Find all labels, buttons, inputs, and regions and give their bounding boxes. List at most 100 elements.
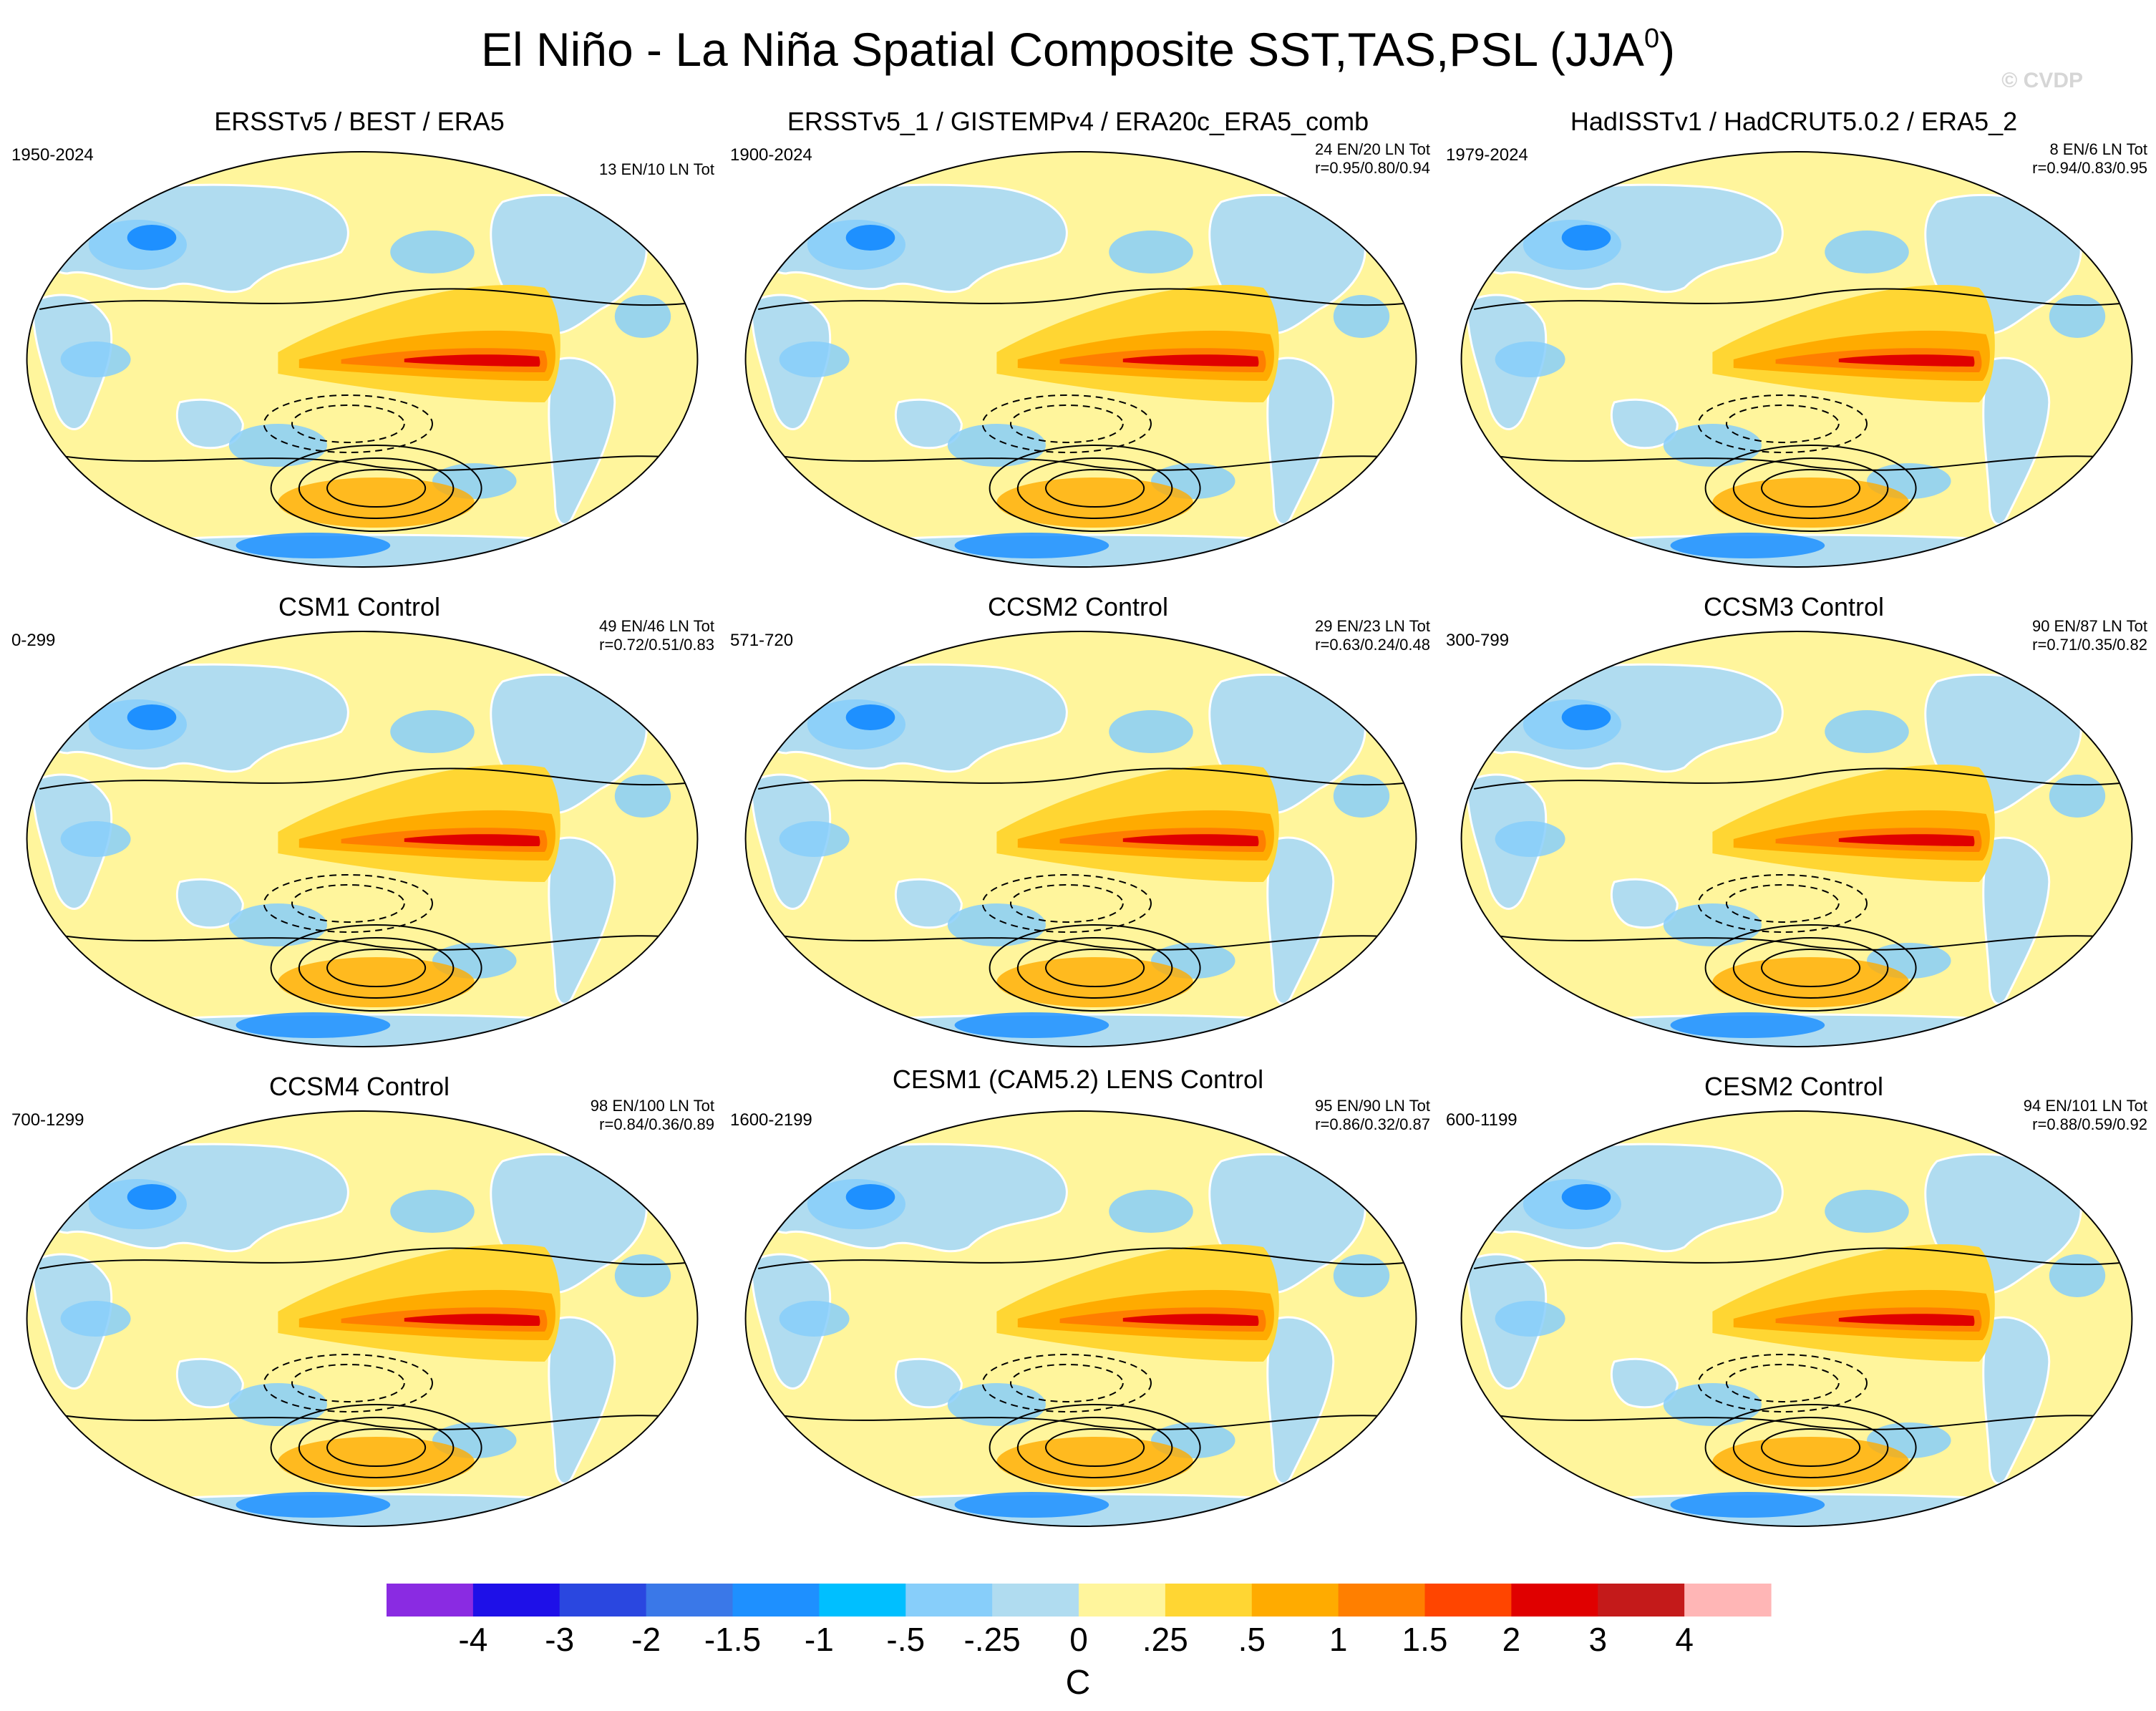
panel-events: 98 EN/100 LN Tot — [591, 1097, 714, 1115]
panel-events: 8 EN/6 LN Tot — [2049, 140, 2147, 158]
colorbar-swatch — [1598, 1584, 1685, 1617]
map-globe — [26, 1110, 699, 1527]
cool-anomaly-patch — [1333, 295, 1390, 338]
colorbar-swatch — [905, 1584, 993, 1617]
warm-anomaly-core — [1122, 834, 1259, 846]
cool-anomaly-patch — [954, 533, 1109, 558]
map-globe — [1460, 151, 2133, 568]
south-america-landmass — [1266, 836, 1335, 1005]
colorbar-swatch — [819, 1584, 906, 1617]
cool-anomaly-patch — [1495, 821, 1565, 857]
colorbar-tick-label: -.25 — [963, 1621, 1020, 1658]
psl-contour-negative — [1697, 1354, 1868, 1412]
cool-anomaly-patch — [1109, 1190, 1193, 1233]
panel-title: CSM1 Control — [278, 592, 440, 621]
warm-anomaly-core — [404, 834, 540, 846]
panel-title: CESM1 (CAM5.2) LENS Control — [893, 1065, 1263, 1094]
colorbar-tick-label: 3 — [1588, 1621, 1607, 1658]
psl-contour-positive — [1732, 937, 1889, 999]
panel-events: 94 EN/101 LN Tot — [2024, 1097, 2147, 1115]
cool-anomaly-patch — [2049, 295, 2106, 338]
cool-anomaly-patch — [60, 1301, 131, 1337]
map-panel: CCSM3 Control 300-799 90 EN/87 LN Tot r=… — [1446, 592, 2147, 1047]
cool-anomaly-patch — [954, 1012, 1109, 1038]
psl-contour-positive — [298, 457, 455, 519]
map-globe — [744, 1110, 1417, 1527]
cool-anomaly-patch — [614, 295, 671, 338]
psl-contour-positive — [1732, 1417, 1889, 1478]
colorbar-tick-label: 0 — [1069, 1621, 1088, 1658]
panel-years: 600-1199 — [1446, 1110, 1518, 1130]
panel-title: ERSSTv5_1 / GISTEMPv4 / ERA20c_ERA5_comb — [787, 107, 1369, 136]
panel-events: 90 EN/87 LN Tot — [2032, 617, 2147, 635]
warm-anomaly-core — [1122, 1314, 1259, 1326]
map-panel: CCSM4 Control 700-1299 98 EN/100 LN Tot … — [11, 1072, 714, 1527]
map-globe — [744, 151, 1417, 568]
psl-contour-positive — [1704, 1404, 1917, 1491]
cool-anomaly-patch — [127, 225, 177, 251]
psl-contour-zero — [1474, 452, 2132, 471]
cool-anomaly-patch — [1561, 704, 1611, 730]
south-america-landmass — [1982, 836, 2051, 1005]
psl-contour-positive — [989, 1404, 1201, 1491]
psl-contour-positive — [326, 1428, 427, 1467]
cool-anomaly-patch — [779, 341, 850, 377]
map-panel: CESM2 Control 600-1199 94 EN/101 LN Tot … — [1446, 1072, 2147, 1527]
psl-contour-negative — [1726, 884, 1840, 923]
map-panel: ERSSTv5_1 / GISTEMPv4 / ERA20c_ERA5_comb… — [730, 107, 1430, 568]
colorbar-swatch — [1338, 1584, 1426, 1617]
psl-contour-zero — [1474, 1247, 2132, 1269]
psl-contour-negative — [1010, 404, 1124, 443]
panel-title: CCSM3 Control — [1704, 592, 1884, 621]
psl-contour-positive — [298, 937, 455, 999]
cool-anomaly-patch — [127, 704, 177, 730]
panel-title: ERSSTv5 / BEST / ERA5 — [214, 107, 504, 136]
colorbar-tick-label: -3 — [545, 1621, 574, 1658]
cool-anomaly-patch — [1495, 341, 1565, 377]
psl-contour-zero — [758, 767, 1417, 790]
map-globe — [744, 631, 1417, 1047]
cool-anomaly-patch — [1663, 424, 1762, 467]
cool-anomaly-patch — [228, 424, 327, 467]
panel-years: 1900-2024 — [730, 145, 812, 165]
psl-contour-negative — [981, 1354, 1152, 1412]
panel-title: HadISSTv1 / HadCRUT5.0.2 / ERA5_2 — [1570, 107, 2017, 136]
map-panel: ERSSTv5 / BEST / ERA5 1950-2024 13 EN/10… — [11, 107, 714, 568]
psl-contour-positive — [1761, 949, 1861, 987]
cool-anomaly-patch — [2049, 1254, 2106, 1297]
cool-anomaly-patch — [228, 1383, 327, 1426]
cool-anomaly-patch — [1495, 1301, 1565, 1337]
colorbar-tick-label: -4 — [458, 1621, 487, 1658]
cool-anomaly-patch — [60, 821, 131, 857]
warm-anomaly-core — [404, 354, 540, 367]
cool-anomaly-patch — [614, 775, 671, 818]
psl-contour-positive — [1045, 469, 1145, 508]
psl-contour-positive — [298, 1417, 455, 1478]
panel-events: 24 EN/20 LN Tot — [1315, 140, 1430, 158]
cool-anomaly-patch — [845, 225, 895, 251]
panel-title: CCSM2 Control — [988, 592, 1168, 621]
psl-contour-positive — [326, 469, 427, 508]
panel-events: 49 EN/46 LN Tot — [599, 617, 714, 635]
cool-anomaly-patch — [235, 1012, 391, 1038]
cool-anomaly-patch — [779, 1301, 850, 1337]
psl-contour-positive — [326, 949, 427, 987]
psl-contour-zero — [39, 1411, 698, 1430]
psl-contour-negative — [1010, 1364, 1124, 1402]
map-globe — [1460, 1110, 2133, 1527]
psl-contour-positive — [1704, 445, 1917, 532]
cool-anomaly-patch — [390, 710, 475, 753]
warm-anomaly-core — [1838, 834, 1975, 846]
cool-anomaly-patch — [1663, 1383, 1762, 1426]
map-panel: CSM1 Control 0-299 49 EN/46 LN Tot r=0.7… — [11, 592, 714, 1047]
map-globe — [26, 151, 699, 568]
panel-corr: r=0.86/0.32/0.87 — [1315, 1115, 1430, 1133]
colorbar-swatch — [1511, 1584, 1598, 1617]
panel-corr: r=0.71/0.35/0.82 — [2032, 636, 2147, 654]
colorbar-swatch — [1684, 1584, 1772, 1617]
panel-years: 0-299 — [11, 631, 55, 650]
psl-contour-positive — [1045, 1428, 1145, 1467]
cool-anomaly-patch — [1109, 231, 1193, 273]
colorbar-tick-label: -1.5 — [704, 1621, 761, 1658]
psl-contour-zero — [1474, 288, 2132, 310]
